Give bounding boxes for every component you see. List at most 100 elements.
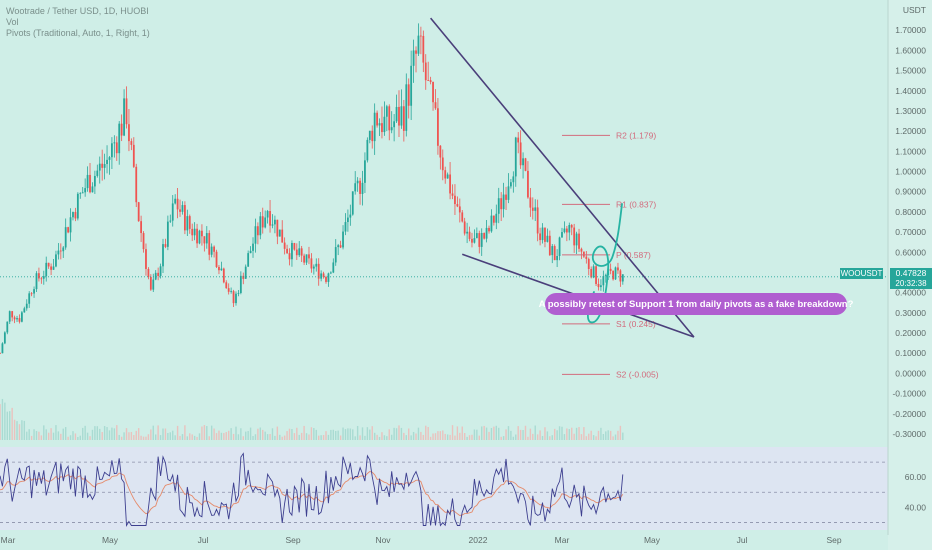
x-tick-label: Jul	[737, 535, 748, 545]
candle-body	[132, 144, 135, 167]
volume-bar	[578, 427, 580, 440]
volume-bar	[556, 430, 558, 440]
volume-bar	[11, 407, 13, 440]
volume-bar	[327, 434, 330, 440]
candle-body	[103, 164, 106, 168]
candle-body	[497, 198, 500, 214]
candle-body	[123, 98, 125, 136]
candle-body	[410, 65, 413, 106]
candle-body	[222, 268, 225, 283]
volume-bar	[483, 425, 485, 440]
candle-body	[286, 248, 288, 254]
volume-bar	[169, 432, 172, 440]
volume-bar	[120, 436, 123, 440]
candle-body	[548, 235, 551, 256]
volume-bar	[176, 425, 179, 440]
candle-body	[614, 267, 617, 280]
candle-body	[446, 174, 449, 179]
candle-body	[354, 183, 357, 192]
volume-bar	[305, 433, 308, 440]
volume-bar	[172, 430, 174, 440]
volume-bar	[571, 427, 573, 440]
candle-body	[402, 106, 405, 131]
candle-body	[575, 233, 578, 246]
annotation-callout[interactable]: A possibly retest of Support 1 from dail…	[539, 293, 853, 315]
volume-bar	[101, 432, 103, 440]
volume-bar	[79, 435, 81, 440]
candle-body	[325, 276, 327, 282]
candle-body	[169, 220, 172, 222]
volume-bar	[296, 427, 298, 440]
candle-body	[585, 256, 588, 259]
candle-body	[320, 273, 323, 279]
volume-bar	[240, 428, 242, 440]
volume-bar	[281, 436, 283, 440]
volume-bar	[310, 427, 313, 440]
candle-body	[376, 112, 378, 126]
candle-body	[101, 163, 104, 168]
volume-bar	[193, 435, 196, 440]
volume-bar	[590, 430, 592, 440]
volume-bar	[147, 434, 150, 440]
volume-bar	[463, 433, 466, 440]
candle-body	[388, 106, 391, 131]
candle-body	[485, 227, 488, 239]
candle-body	[339, 245, 342, 248]
candle-body	[544, 227, 546, 242]
volume-bar	[106, 427, 108, 440]
volume-bar	[230, 428, 232, 440]
candle-body	[434, 102, 437, 109]
volume-bar	[213, 428, 215, 440]
volume-bar	[203, 425, 206, 440]
candle-body	[383, 116, 386, 133]
candle-body	[368, 130, 371, 140]
candle-body	[98, 163, 101, 171]
volume-bar	[524, 425, 527, 440]
candle-body	[619, 270, 622, 282]
volume-bar	[252, 435, 254, 440]
candle-body	[502, 194, 505, 210]
volume-bar	[529, 428, 532, 440]
volume-bar	[26, 431, 28, 440]
volume-bar	[262, 429, 264, 440]
volume-bar	[607, 430, 609, 440]
volume-bar	[62, 428, 64, 440]
candle-body	[162, 244, 164, 267]
volume-bar	[546, 431, 549, 440]
volume-bar	[481, 426, 483, 440]
volume-bar	[588, 433, 590, 440]
candle-body	[322, 273, 325, 277]
volume-bar	[347, 428, 349, 440]
candle-body	[578, 233, 580, 249]
volume-bar	[167, 432, 169, 440]
volume-bar	[342, 427, 344, 440]
candle-body	[215, 251, 218, 267]
volume-bar	[376, 434, 378, 440]
candle-body	[142, 233, 145, 250]
candle-body	[291, 243, 293, 260]
volume-bar	[434, 433, 437, 440]
volume-bar	[439, 431, 442, 440]
candle-body	[451, 193, 454, 196]
candle-body	[437, 108, 439, 146]
volume-bar	[444, 433, 446, 440]
candle-body	[505, 194, 507, 200]
volume-bar	[303, 425, 305, 440]
candle-body	[59, 250, 62, 252]
candle-body	[186, 216, 189, 231]
candle-body	[512, 176, 515, 183]
y-tick-label: 0.30000	[895, 308, 926, 318]
volume-bar	[505, 429, 507, 440]
volume-bar	[64, 427, 67, 440]
volume-bar	[412, 431, 415, 440]
candle-body	[551, 246, 554, 256]
y-tick-label: 0.20000	[895, 328, 926, 338]
x-tick-label: Sep	[285, 535, 300, 545]
candle-body	[74, 212, 77, 219]
candle-body	[227, 288, 230, 292]
volume-bar	[225, 432, 227, 440]
y-tick-label: 0.40000	[895, 288, 926, 298]
volume-bar	[257, 428, 259, 440]
candle-body	[553, 246, 556, 261]
